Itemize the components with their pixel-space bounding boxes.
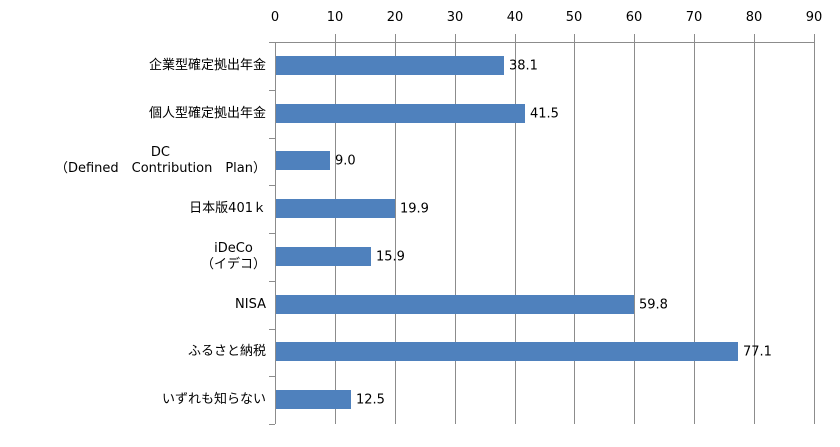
y-tick bbox=[269, 329, 275, 330]
x-tick-label: 80 bbox=[745, 10, 763, 25]
category-label: 個人型確定拠出年金 bbox=[148, 106, 266, 121]
category-label: いずれも知らない bbox=[161, 392, 266, 407]
gridline bbox=[574, 34, 575, 424]
x-tick-label: 0 bbox=[270, 10, 280, 25]
bar bbox=[276, 390, 351, 409]
y-axis-line bbox=[275, 42, 276, 424]
y-tick bbox=[269, 138, 275, 139]
bar bbox=[276, 247, 371, 266]
value-label: 77.1 bbox=[743, 344, 772, 360]
gridline bbox=[515, 34, 516, 424]
bar bbox=[276, 56, 504, 75]
gridline bbox=[814, 34, 815, 424]
gridline bbox=[694, 34, 695, 424]
x-tick-label: 70 bbox=[685, 10, 703, 25]
value-label: 15.9 bbox=[376, 249, 405, 265]
category-label: 企業型確定拠出年金 bbox=[148, 58, 266, 73]
gridline bbox=[634, 34, 635, 424]
value-label: 38.1 bbox=[509, 58, 538, 74]
bar bbox=[276, 199, 395, 218]
value-label: 59.8 bbox=[639, 297, 668, 313]
value-label: 9.0 bbox=[335, 153, 356, 169]
y-tick bbox=[269, 185, 275, 186]
y-tick bbox=[269, 233, 275, 234]
x-tick-label: 90 bbox=[805, 10, 823, 25]
value-label: 41.5 bbox=[530, 106, 559, 122]
category-label: DC （Defined Contribution Plan） bbox=[54, 145, 266, 176]
category-label: iDeCo （イデコ） bbox=[200, 241, 266, 272]
bar bbox=[276, 295, 634, 314]
x-tick-label: 10 bbox=[326, 10, 344, 25]
x-tick-label: 20 bbox=[386, 10, 404, 25]
gridline bbox=[395, 34, 396, 424]
gridline bbox=[455, 34, 456, 424]
x-tick-label: 50 bbox=[565, 10, 583, 25]
category-label: NISA bbox=[235, 297, 266, 312]
y-tick bbox=[269, 90, 275, 91]
x-tick-label: 40 bbox=[506, 10, 524, 25]
category-label: 日本版401ｋ bbox=[189, 201, 266, 216]
x-tick-label: 60 bbox=[625, 10, 643, 25]
bar bbox=[276, 151, 330, 170]
value-label: 12.5 bbox=[356, 392, 385, 408]
category-label: ふるさと納税 bbox=[187, 344, 266, 359]
x-axis-line bbox=[269, 42, 815, 43]
value-label: 19.9 bbox=[400, 201, 429, 217]
y-tick bbox=[269, 424, 275, 425]
gridline bbox=[754, 34, 755, 424]
y-tick bbox=[269, 281, 275, 282]
y-tick bbox=[269, 42, 275, 43]
y-tick bbox=[269, 376, 275, 377]
x-tick-label: 30 bbox=[446, 10, 464, 25]
bar bbox=[276, 104, 525, 123]
bar bbox=[276, 342, 738, 361]
gridline bbox=[335, 34, 336, 424]
